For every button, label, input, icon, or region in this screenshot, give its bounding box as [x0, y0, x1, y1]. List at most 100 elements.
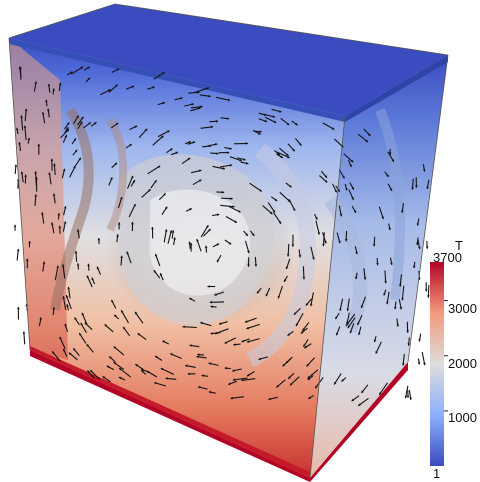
velocity-arrow-head: [37, 143, 41, 147]
velocity-arrow-head: [339, 213, 343, 217]
velocity-arrow-head: [341, 379, 344, 382]
velocity-arrow-head: [351, 197, 354, 200]
velocity-arrow-head: [162, 101, 166, 105]
velocity-arrow-head: [14, 164, 18, 167]
velocity-arrow-head: [148, 189, 151, 192]
velocity-arrow-head: [208, 229, 211, 232]
velocity-arrow-head: [19, 66, 22, 69]
velocity-arrow-head: [227, 98, 231, 102]
velocity-arrow: [322, 232, 325, 247]
velocity-arrow-head: [45, 99, 48, 103]
velocity-arrow-head: [303, 344, 306, 347]
velocity-arrow-head: [411, 187, 414, 190]
velocity-arrow-head: [363, 277, 367, 280]
velocity-arrow-head: [278, 221, 282, 224]
velocity-arrow-head: [141, 368, 144, 372]
velocity-arrow-head: [93, 122, 97, 125]
velocity-arrow-head: [141, 370, 144, 373]
velocity-arrow: [279, 191, 291, 203]
velocity-arrow-head: [63, 348, 66, 352]
velocity-arrow-head: [24, 174, 27, 177]
velocity-arrow: [126, 175, 134, 189]
velocity-arrow-head: [229, 164, 233, 167]
velocity-arrow-head: [96, 266, 100, 270]
velocity-arrow-head: [322, 243, 325, 247]
velocity-arrow-head: [292, 148, 295, 152]
velocity-arrow-head: [130, 175, 134, 179]
velocity-arrow: [307, 369, 319, 379]
velocity-arrow-head: [358, 403, 361, 406]
velocity-arrow-head: [80, 66, 83, 70]
velocity-arrow-head: [113, 362, 117, 365]
velocity-arrow: [167, 230, 172, 244]
velocity-arrow-head: [224, 341, 228, 344]
velocity-arrow-head: [258, 357, 261, 361]
velocity-arrow-head: [111, 299, 114, 303]
velocity-arrow-head: [41, 212, 44, 215]
velocity-arrow-head: [13, 224, 17, 227]
velocity-arrow-head: [34, 171, 37, 174]
velocity-arrow-head: [87, 370, 90, 373]
velocity-arrow: [220, 204, 235, 208]
velocity-arrow-head: [87, 263, 90, 267]
velocity-arrow-head: [427, 295, 430, 298]
velocity-arrow-head: [226, 117, 230, 120]
velocity-arrow-head: [74, 317, 77, 320]
velocity-arrow-head: [42, 261, 46, 264]
velocity-arrow-head: [214, 293, 217, 296]
velocity-arrow-head: [357, 322, 360, 325]
velocity-arrow-head: [389, 188, 393, 191]
velocity-arrow: [134, 311, 144, 324]
velocity-arrow-head: [342, 175, 345, 179]
velocity-arrow-head: [229, 147, 232, 150]
velocity-arrow-head: [241, 378, 244, 382]
velocity-arrow-head: [208, 94, 211, 98]
velocity-arrow-head: [80, 322, 83, 326]
velocity-arrow-head: [416, 242, 419, 246]
velocity-arrow-head: [227, 151, 230, 154]
velocity-arrow-head: [404, 395, 408, 399]
velocity-arrow-head: [20, 115, 23, 118]
velocity-arrow: [65, 294, 72, 310]
velocity-arrow-head: [154, 180, 157, 183]
velocity-arrow-head: [119, 368, 122, 371]
velocity-arrow-head: [87, 77, 90, 81]
velocity-arrow-head: [90, 370, 93, 373]
velocity-arrow-head: [388, 227, 391, 231]
velocity-arrow-head: [251, 233, 255, 236]
velocity-arrow-head: [361, 390, 364, 393]
velocity-arrow-head: [418, 339, 421, 342]
velocity-arrow-head: [155, 356, 158, 359]
velocity-arrow-head: [41, 112, 45, 115]
velocity-arrow-head: [273, 120, 277, 123]
velocity-arrow-head: [399, 284, 402, 287]
velocity-arrow-head: [285, 360, 289, 364]
velocity-arrow-head: [295, 323, 299, 327]
velocity-arrow-head: [131, 85, 135, 89]
velocity-arrow-head: [417, 362, 421, 365]
velocity-arrow-head: [135, 311, 138, 315]
velocity-arrow-head: [69, 71, 73, 75]
velocity-arrow-head: [164, 206, 168, 210]
velocity-arrow-head: [216, 243, 220, 246]
velocity-arrow-head: [153, 270, 157, 273]
velocity-arrow-head: [27, 137, 31, 141]
velocity-arrow-head: [358, 332, 361, 336]
velocity-arrow-head: [268, 397, 271, 401]
velocity-arrow-head: [338, 240, 341, 244]
velocity-arrow-head: [350, 159, 354, 163]
velocity-arrow-head: [416, 223, 420, 226]
velocity-arrow: [276, 151, 290, 159]
velocity-arrow-head: [401, 210, 404, 213]
velocity-arrow-head: [230, 197, 233, 200]
velocity-arrow-head: [394, 306, 397, 310]
velocity-arrow-head: [120, 196, 123, 200]
velocity-arrow-head: [78, 157, 81, 161]
velocity-arrow-head: [91, 277, 94, 281]
velocity-arrow-head: [87, 66, 90, 69]
velocity-arrow-head: [187, 372, 190, 376]
velocity-arrow-head: [317, 232, 320, 235]
velocity-arrow-head: [189, 297, 192, 301]
velocity-arrow-head: [66, 127, 69, 130]
velocity-arrow-head: [298, 255, 302, 258]
